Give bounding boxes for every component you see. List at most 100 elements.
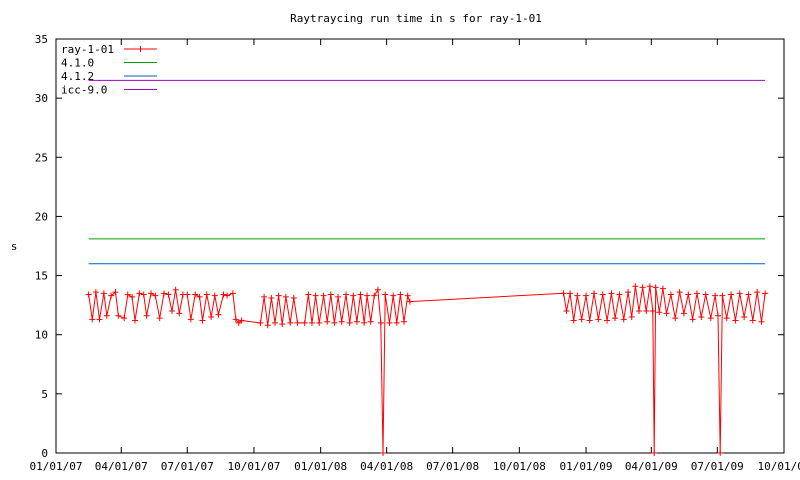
data-point: [762, 290, 769, 297]
data-point: [643, 308, 650, 315]
data-point: [161, 290, 168, 297]
data-point: [257, 319, 264, 326]
data-point: [371, 292, 378, 299]
data-point: [156, 315, 163, 322]
data-point: [136, 290, 143, 297]
data-point: [338, 318, 345, 325]
data-point: [271, 319, 278, 326]
data-point: [224, 292, 231, 299]
data-point: [397, 291, 404, 298]
axes: 0 5 10 15 20 25 30 35 01/01/07 04/01/07 07/01/07 10…: [30, 33, 800, 473]
data-point: [203, 291, 210, 298]
data-point: [211, 292, 218, 299]
data-point: [294, 319, 301, 326]
data-point: [92, 289, 99, 296]
data-point: [374, 286, 381, 293]
x-tick-label: 04/01/08: [360, 460, 413, 473]
data-point: [108, 292, 115, 299]
legend-marker: [137, 46, 144, 52]
x-tick-label: 01/01/08: [294, 460, 347, 473]
x-tick-label: 04/01/07: [95, 460, 148, 473]
data-point: [89, 316, 96, 323]
data-point: [567, 290, 574, 297]
data-point: [261, 293, 268, 300]
data-point: [264, 322, 271, 329]
data-point: [377, 319, 384, 326]
y-tick-label: 30: [35, 92, 48, 105]
data-point: [570, 317, 577, 324]
data-point: [103, 312, 110, 319]
data-point: [591, 290, 598, 297]
data-point: [85, 291, 92, 298]
data-point: [357, 291, 364, 298]
data-point: [639, 284, 646, 291]
data-point: [745, 291, 752, 298]
data-point: [604, 317, 611, 324]
data-point: [689, 316, 696, 323]
data-point: [702, 291, 709, 298]
data-point: [350, 292, 357, 299]
data-point: [121, 315, 128, 322]
data-point: [215, 311, 222, 318]
data-point: [667, 291, 674, 298]
data-point: [229, 290, 236, 297]
data-point: [152, 292, 159, 299]
data-point: [308, 319, 315, 326]
data-point: [287, 319, 294, 326]
legend-label: ray-1-01: [61, 43, 114, 56]
data-point: [124, 291, 131, 298]
data-point: [129, 293, 136, 300]
data-point: [656, 309, 663, 316]
data-point: [343, 291, 350, 298]
x-tick-label: 01/01/07: [30, 460, 83, 473]
data-point: [331, 319, 338, 326]
series-line: [88, 286, 766, 454]
y-tick-label: 25: [35, 151, 48, 164]
data-point: [680, 310, 687, 317]
data-point: [693, 290, 700, 297]
x-tick-label: 01/01/09: [560, 460, 613, 473]
legend-label: 4.1.0: [61, 57, 94, 70]
legend-label: 4.1.2: [61, 70, 94, 83]
data-point: [316, 319, 323, 326]
data-point: [712, 292, 719, 299]
data-point: [364, 292, 371, 299]
data-point: [238, 317, 245, 324]
data-point: [632, 283, 639, 290]
data-point: [115, 312, 122, 319]
data-point: [187, 316, 194, 323]
data-point: [758, 318, 765, 325]
y-tick-label: 15: [35, 270, 48, 283]
data-point: [301, 319, 308, 326]
data-point: [625, 289, 632, 296]
series-ray-1-01: [85, 283, 769, 456]
y-tick-label: 20: [35, 210, 48, 223]
legend-label: icc-9.0: [61, 84, 107, 97]
data-point: [649, 308, 656, 315]
data-point: [208, 313, 215, 320]
x-tick-label: 07/01/09: [691, 460, 744, 473]
data-point: [172, 286, 179, 293]
data-point: [386, 319, 393, 326]
data-point: [616, 291, 623, 298]
data-point: [560, 290, 567, 297]
data-point: [583, 292, 590, 299]
data-point: [361, 319, 368, 326]
y-axis-label: s: [11, 240, 18, 253]
data-point: [165, 291, 172, 298]
plot-frame: [55, 38, 785, 454]
x-tick-label: 10/01/08: [493, 460, 546, 473]
data-point: [685, 291, 692, 298]
data-point: [651, 450, 658, 456]
data-point: [382, 291, 389, 298]
data-point: [574, 292, 581, 299]
data-point: [232, 316, 239, 323]
x-tick-label: 04/01/09: [625, 460, 678, 473]
x-tick-label: 10/01/07: [227, 460, 280, 473]
data-point: [279, 321, 286, 328]
data-point: [312, 292, 319, 299]
data-point: [390, 292, 397, 299]
data-point: [736, 290, 743, 297]
series-lines: [85, 79, 769, 456]
